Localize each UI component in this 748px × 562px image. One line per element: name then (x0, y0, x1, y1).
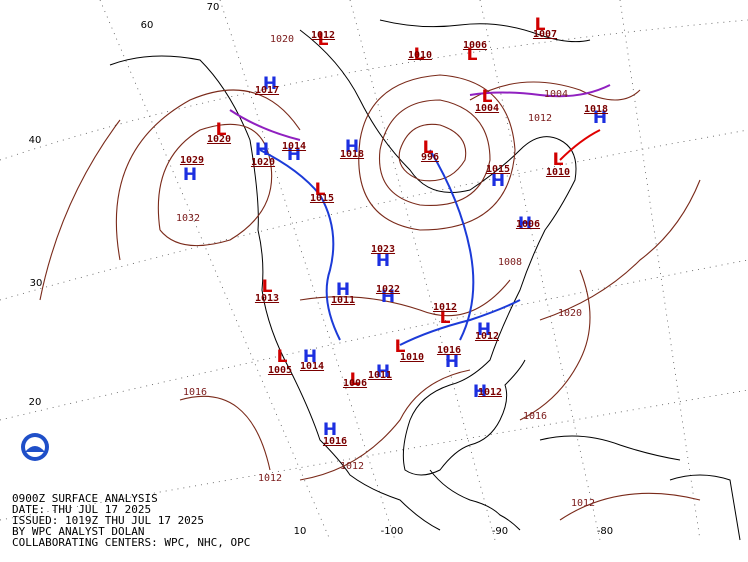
pressure-center-value: 1012 (475, 331, 499, 342)
longitude-label: -90 (492, 526, 508, 537)
pressure-center-symbol: H (445, 352, 459, 372)
pressure-center-value: 1006 (343, 378, 367, 389)
pressure-center-value: 1011 (331, 295, 355, 306)
pressure-center-symbol: H (345, 137, 359, 157)
info-line: ISSUED: 1019Z THU JUL 17 2025 (12, 514, 204, 527)
pressure-center-value: 1016 (437, 345, 461, 356)
longitude-label: -100 (381, 526, 404, 537)
isobar-label: 1012 (340, 461, 364, 472)
pressure-center-symbol: L (440, 308, 451, 328)
latitude-label: 60 (141, 20, 154, 31)
pressure-center-symbol: H (323, 420, 337, 440)
latitude-label: 70 (207, 2, 220, 13)
info-line: BY WPC ANALYST DOLAN (12, 525, 144, 538)
isobar-label: 1012 (258, 473, 282, 484)
pressure-center-symbol: L (553, 150, 564, 170)
pressure-center-value: 1012 (433, 302, 457, 313)
isobar-label: 1016 (523, 411, 547, 422)
pressure-center-symbol: H (255, 140, 269, 160)
isobar-label: 1016 (183, 387, 207, 398)
pressure-center-symbol: H (336, 280, 350, 300)
pressure-center-symbol: H (473, 382, 487, 402)
pressure-center-value: 1007 (533, 29, 557, 40)
fronts (229, 84, 611, 346)
pressure-center-value: 1013 (255, 293, 279, 304)
pressure-center-symbol: H (303, 347, 317, 367)
pressure-center-symbol: H (376, 251, 390, 271)
pressure-center-symbol: L (277, 347, 288, 367)
pressure-center-symbol: H (491, 171, 505, 191)
latitude-label: 30 (30, 278, 43, 289)
pressure-center-symbol: H (263, 74, 277, 94)
pressure-center-value: 1023 (371, 244, 395, 255)
pressure-center-symbol: L (350, 370, 361, 390)
pressure-center-symbol: H (477, 320, 491, 340)
pressure-center-value: 1020 (251, 157, 275, 168)
isobar-label: 1008 (498, 257, 522, 268)
pressure-center-symbol: L (423, 138, 434, 158)
pressure-center-symbol: L (467, 45, 478, 65)
pressure-center-value: 1017 (255, 85, 279, 96)
pressure-center-value: 1022 (376, 284, 400, 295)
pressure-center-symbol: H (376, 362, 390, 382)
isobar-label: 1012 (528, 113, 552, 124)
pressure-center-symbol: H (183, 165, 197, 185)
pressure-center-value: 1018 (340, 149, 364, 160)
pressure-center-value: 1018 (584, 104, 608, 115)
info-line: 0900Z SURFACE ANALYSIS (12, 492, 158, 505)
pressure-center-value: 1010 (400, 352, 424, 363)
pressure-center-symbol: L (535, 15, 546, 35)
pressure-center-value: 1006 (463, 40, 487, 51)
pressure-center-value: 1012 (478, 387, 502, 398)
isobar-label: 1012 (571, 498, 595, 509)
info-line: COLLABORATING CENTERS: WPC, NHC, OPC (12, 536, 250, 549)
info-line: DATE: THU JUL 17 2025 (12, 503, 151, 516)
pressure-center-symbol: H (593, 108, 607, 128)
pressure-center-value: 1020 (207, 134, 231, 145)
pressure-center-symbol: L (414, 45, 425, 65)
pressure-center-symbol: L (262, 277, 273, 297)
pressure-center-symbol: L (318, 30, 329, 50)
isobar-label: 1004 (544, 89, 568, 100)
pressure-center-value: 1015 (310, 193, 334, 204)
pressure-center-value: 1012 (311, 30, 335, 41)
pressure-center-symbol: H (287, 145, 301, 165)
pressure-center-symbol: L (315, 180, 326, 200)
pressure-center-value: 1029 (180, 155, 204, 166)
pressure-center-value: 1014 (300, 361, 324, 372)
pressure-center-symbol: H (381, 287, 395, 307)
pressure-center-value: 1005 (268, 365, 292, 376)
coastlines (109, 19, 741, 541)
pressure-center-symbol: L (482, 87, 493, 107)
pressure-center-value: 1010 (408, 50, 432, 61)
pressure-center-value: 1006 (516, 219, 540, 230)
isobar-label: 1020 (270, 34, 294, 45)
pressure-center-value: 1004 (475, 103, 499, 114)
pressure-center-value: 1010 (546, 167, 570, 178)
noaa-logo (21, 433, 49, 461)
lat-lon-grid (0, 0, 748, 541)
longitude-label: -80 (597, 526, 613, 537)
pressure-center-value: 1011 (368, 370, 392, 381)
latitude-label: 20 (29, 397, 42, 408)
pressure-center-symbol: L (216, 120, 227, 140)
pressure-center-value: 996 (421, 152, 439, 163)
isobars (39, 74, 701, 521)
pressure-center-value: 1014 (282, 141, 306, 152)
latitude-label: 40 (29, 135, 42, 146)
isobar-label: 1020 (558, 308, 582, 319)
pressure-center-value: 1016 (323, 436, 347, 447)
pressure-center-symbol: H (518, 214, 532, 234)
pressure-center-value: 1015 (486, 164, 510, 175)
pressure-center-symbol: L (395, 337, 406, 357)
latitude-label: 10 (294, 526, 307, 537)
isobar-label: 1032 (176, 213, 200, 224)
